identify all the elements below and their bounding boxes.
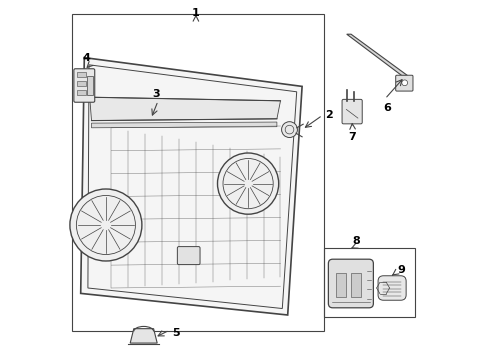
Bar (77, 81, 86, 86)
Bar (77, 72, 86, 77)
FancyBboxPatch shape (177, 247, 200, 265)
Circle shape (217, 153, 278, 214)
FancyBboxPatch shape (328, 259, 373, 308)
Bar (87, 76, 92, 95)
Bar (77, 90, 86, 95)
Polygon shape (81, 58, 302, 315)
Polygon shape (91, 122, 276, 128)
Bar (72, 14, 323, 331)
Text: 4: 4 (82, 53, 91, 63)
Text: 3: 3 (152, 89, 160, 99)
Text: 6: 6 (382, 103, 390, 113)
Text: 7: 7 (348, 132, 356, 142)
Polygon shape (346, 34, 407, 76)
Circle shape (281, 122, 297, 138)
FancyBboxPatch shape (74, 69, 95, 102)
Bar (323, 248, 415, 317)
Circle shape (401, 80, 407, 86)
Bar (350, 273, 361, 297)
Text: 9: 9 (396, 265, 404, 275)
Polygon shape (89, 97, 280, 121)
Text: 2: 2 (325, 110, 332, 120)
Circle shape (70, 189, 142, 261)
Text: 1: 1 (192, 8, 200, 18)
FancyBboxPatch shape (377, 276, 406, 300)
FancyBboxPatch shape (395, 75, 412, 91)
Polygon shape (130, 329, 157, 343)
Bar (335, 273, 346, 297)
FancyBboxPatch shape (342, 99, 362, 124)
Text: 8: 8 (351, 236, 359, 246)
Text: 5: 5 (172, 328, 180, 338)
